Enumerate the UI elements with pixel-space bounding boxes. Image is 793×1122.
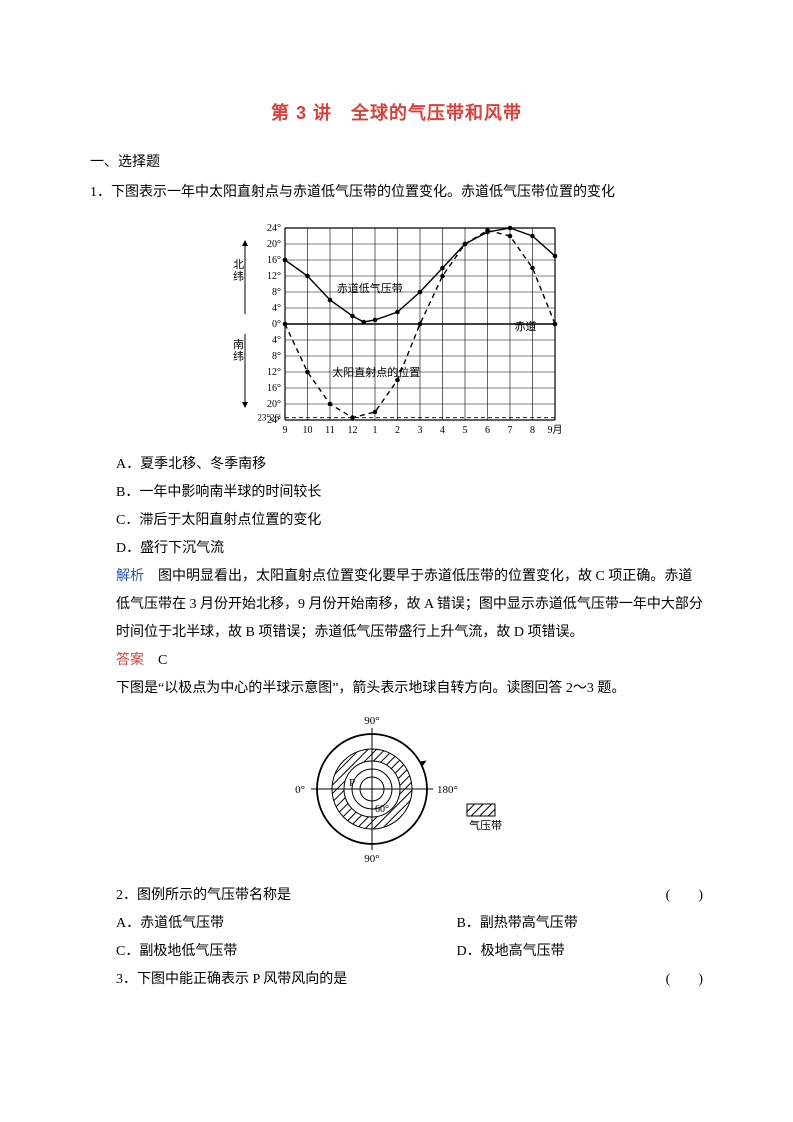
q3-paren: ( )	[666, 966, 703, 994]
q1-option-b: B．一年中影响南半球的时间较长	[90, 479, 703, 507]
q2-stem-row: 2．图例所示的气压带名称是 ( )	[90, 882, 703, 910]
svg-text:180°: 180°	[437, 784, 458, 796]
q1-stem: 1．下图表示一年中太阳直射点与赤道低气压带的位置变化。赤道低气压带位置的变化	[90, 179, 703, 207]
q1-answer: 答案 C	[90, 647, 703, 675]
svg-text:16°: 16°	[267, 255, 281, 266]
svg-text:2: 2	[395, 425, 400, 436]
svg-text:4°: 4°	[272, 303, 281, 314]
svg-text:9: 9	[282, 425, 287, 436]
svg-text:11: 11	[325, 425, 335, 436]
svg-text:8°: 8°	[272, 287, 281, 298]
svg-text:12°: 12°	[267, 271, 281, 282]
svg-text:4°: 4°	[272, 335, 281, 346]
q2-option-a: A．赤道低气压带	[116, 910, 456, 938]
q2-options-row2: C．副极地低气压带 D．极地高气压带	[90, 938, 703, 966]
svg-text:12: 12	[347, 425, 357, 436]
svg-text:P: P	[349, 777, 355, 789]
svg-text:10: 10	[302, 425, 312, 436]
page-title: 第 3 讲 全球的气压带和风带	[90, 95, 703, 131]
explain-label: 解析	[116, 569, 144, 584]
q1-option-a: A．夏季北移、冬季南移	[90, 451, 703, 479]
q2-paren: ( )	[666, 882, 703, 910]
q2-option-d: D．极地高气压带	[456, 938, 703, 966]
svg-text:5: 5	[462, 425, 467, 436]
svg-text:23°26′: 23°26′	[257, 413, 281, 423]
answer-label: 答案	[116, 653, 144, 668]
svg-text:16°: 16°	[267, 383, 281, 394]
q2-option-b: B．副热带高气压带	[456, 910, 703, 938]
svg-text:8°: 8°	[272, 351, 281, 362]
svg-text:赤道: 赤道	[514, 319, 536, 333]
svg-text:纬: 纬	[233, 270, 244, 283]
svg-text:纬: 纬	[233, 350, 244, 363]
section-heading: 一、选择题	[90, 149, 703, 177]
q2-options-row1: A．赤道低气压带 B．副热带高气压带	[90, 910, 703, 938]
q1-option-d: D．盛行下沉气流	[90, 535, 703, 563]
svg-text:6: 6	[485, 425, 490, 436]
svg-text:气压带: 气压带	[469, 818, 502, 832]
svg-text:8: 8	[530, 425, 535, 436]
svg-text:太阳直射点的位置: 太阳直射点的位置	[332, 365, 420, 379]
q2-stem: 2．图例所示的气压带名称是	[116, 888, 291, 903]
svg-text:20°: 20°	[267, 399, 281, 410]
q1-explanation: 解析 图中明显看出，太阳直射点位置变化要早于赤道低压带的位置变化，故 C 项正确…	[90, 563, 703, 647]
svg-text:3: 3	[417, 425, 422, 436]
svg-text:北: 北	[233, 258, 244, 271]
q23-figure: 90° 90° 0° 180° 60° P 气压带	[90, 709, 703, 880]
svg-text:南: 南	[233, 338, 244, 351]
svg-text:0°: 0°	[272, 319, 281, 330]
svg-text:1: 1	[372, 425, 377, 436]
svg-text:0°: 0°	[295, 784, 305, 796]
q3-stem-row: 3．下图中能正确表示 P 风带风向的是 ( )	[90, 966, 703, 994]
svg-text:赤道低气压带: 赤道低气压带	[336, 281, 402, 295]
svg-text:20°: 20°	[267, 239, 281, 250]
svg-text:90°: 90°	[364, 715, 379, 727]
q3-stem: 3．下图中能正确表示 P 风带风向的是	[116, 972, 347, 987]
svg-text:4: 4	[440, 425, 445, 436]
q23-intro: 下图是“以极点为中心的半球示意图”，箭头表示地球自转方向。读图回答 2～3 题。	[90, 675, 703, 703]
q2-option-c: C．副极地低气压带	[116, 938, 456, 966]
svg-text:60°: 60°	[375, 804, 389, 815]
svg-text:9月: 9月	[547, 424, 562, 436]
svg-text:24°: 24°	[267, 223, 281, 234]
answer-text: C	[144, 653, 167, 668]
svg-text:7: 7	[507, 425, 512, 436]
svg-text:12°: 12°	[267, 367, 281, 378]
svg-text:90°: 90°	[364, 853, 379, 865]
q1-figure: 24°20°16°12°8°4°0°4°8°12°16°20°24°23°26′…	[90, 213, 703, 449]
explain-text: 图中明显看出，太阳直射点位置变化要早于赤道低压带的位置变化，故 C 项正确。赤道…	[116, 569, 703, 640]
q1-option-c: C．滞后于太阳直射点位置的变化	[90, 507, 703, 535]
